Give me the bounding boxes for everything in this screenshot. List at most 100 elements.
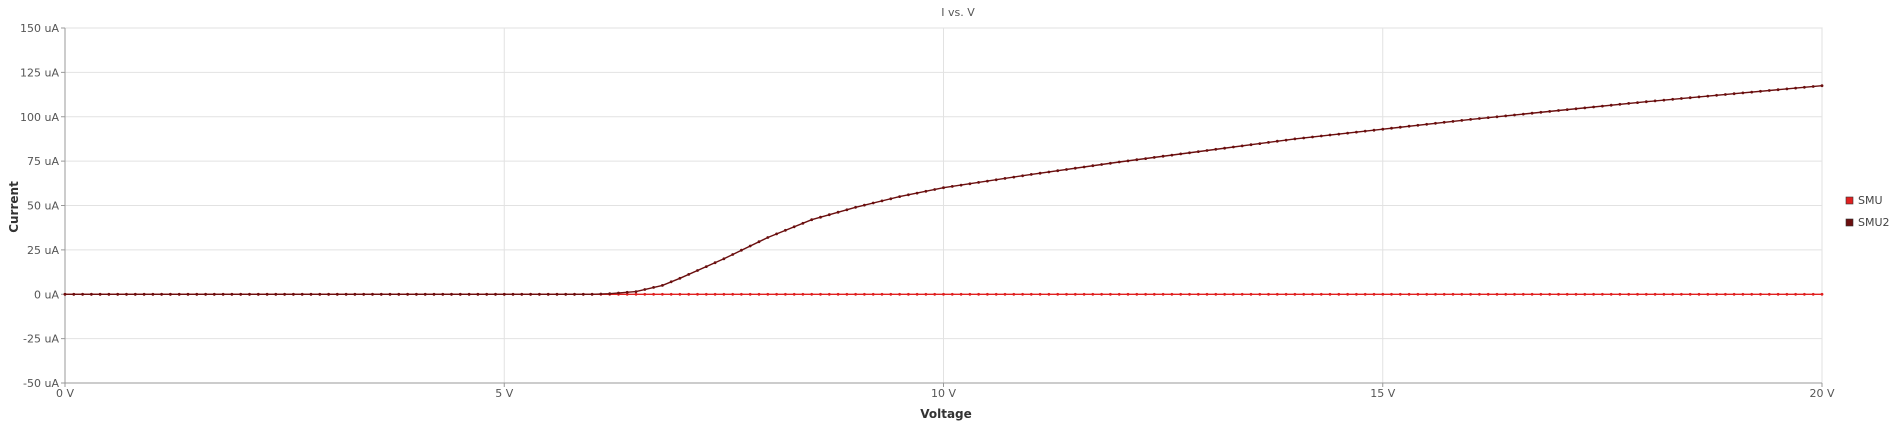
data-point-smu2 [283, 292, 286, 296]
y-axis-title: Current [7, 181, 21, 233]
data-point-smu2 [1636, 101, 1639, 104]
data-point-smu2 [1794, 86, 1797, 90]
chart-title: I vs. V [941, 6, 975, 19]
data-point-smu [1601, 292, 1604, 296]
data-point-smu2 [625, 290, 629, 294]
data-point-smu2 [344, 292, 348, 296]
legend-item-smu: SMU [1845, 194, 1883, 207]
data-point-smu2 [169, 292, 172, 296]
data-point-smu [1003, 292, 1007, 296]
data-point-smu2 [731, 253, 735, 256]
data-point-smu2 [968, 182, 972, 186]
data-point-smu2 [204, 292, 208, 296]
data-point-smu2 [1504, 114, 1508, 118]
data-point-smu2 [1319, 134, 1323, 138]
data-point-smu2 [1732, 92, 1736, 96]
legend-label: SMU [1858, 194, 1883, 207]
data-point-smu2 [98, 292, 102, 296]
data-point-smu [1152, 292, 1156, 296]
data-point-smu2 [1469, 118, 1472, 121]
data-point-smu [1346, 292, 1349, 296]
x-tick-label: 5 V [495, 387, 513, 400]
data-point-smu [1495, 292, 1499, 296]
data-point-smu2 [1381, 127, 1385, 131]
data-point-smu [669, 292, 673, 296]
data-point-smu2 [863, 203, 866, 207]
data-point-smu2 [1267, 141, 1270, 144]
data-point-smu [968, 292, 972, 296]
data-point-smu2 [1680, 97, 1683, 100]
data-point-smu [696, 292, 699, 296]
data-point-smu2 [880, 199, 884, 203]
data-point-smu2 [836, 210, 840, 214]
data-point-smu2 [696, 269, 699, 272]
data-point-smu2 [871, 201, 875, 205]
data-point-smu [1240, 292, 1244, 296]
y-tick-label: -25 uA [23, 333, 59, 346]
data-point-smu2 [1144, 157, 1147, 161]
data-point-smu2 [1284, 138, 1288, 142]
data-point-smu2 [1109, 161, 1112, 165]
data-point-smu2 [335, 292, 339, 296]
data-point-smu2 [1205, 149, 1209, 152]
data-point-smu [1284, 292, 1288, 296]
data-point-smu2 [1521, 112, 1525, 116]
data-point-smu [1337, 292, 1341, 296]
data-point-smu2 [757, 240, 761, 244]
data-point-smu2 [1363, 129, 1367, 133]
data-point-smu [1038, 292, 1042, 296]
data-point-smu2 [116, 292, 120, 296]
data-point-smu [827, 292, 831, 296]
data-point-smu [766, 292, 770, 296]
data-point-smu [775, 292, 778, 296]
y-tick-label: 150 uA [20, 22, 59, 35]
data-point-smu2 [669, 280, 673, 284]
data-point-smu [1047, 292, 1051, 296]
data-point-smu2 [1065, 168, 1068, 171]
data-point-smu [1662, 292, 1666, 296]
data-point-smu [1539, 292, 1543, 296]
data-point-smu [986, 292, 989, 296]
data-point-smu2 [854, 205, 857, 209]
data-point-smu [1644, 292, 1648, 296]
data-point-smu2 [441, 292, 445, 296]
grid-lines [64, 27, 1823, 384]
data-point-smu [652, 292, 655, 296]
data-point-smu2 [994, 178, 998, 182]
data-point-smu2 [1530, 111, 1534, 115]
data-point-smu2 [950, 185, 954, 188]
data-point-smu2 [1759, 89, 1762, 93]
data-point-smu2 [1750, 90, 1754, 94]
data-point-smu2 [1601, 104, 1604, 108]
data-point-smu2 [924, 189, 928, 193]
data-point-smu2 [1592, 105, 1595, 109]
data-point-smu [1328, 292, 1332, 296]
series-layer [63, 84, 1824, 296]
data-point-smu [1574, 292, 1578, 296]
data-point-smu [1223, 292, 1226, 296]
data-point-smu2 [933, 188, 937, 191]
data-point-smu [704, 292, 708, 296]
data-point-smu2 [1126, 159, 1130, 163]
data-point-smu2 [1820, 84, 1824, 88]
data-point-smu [1390, 292, 1393, 296]
data-point-smu2 [212, 292, 216, 296]
data-point-smu2 [1609, 103, 1613, 107]
data-point-smu [1021, 292, 1024, 296]
data-point-smu2 [722, 257, 726, 261]
data-point-smu [880, 292, 884, 296]
data-point-smu2 [845, 208, 849, 212]
data-point-smu [1776, 292, 1780, 296]
x-tick-label: 15 V [1370, 387, 1395, 400]
data-point-smu2 [1029, 173, 1033, 176]
data-point-smu2 [1706, 94, 1710, 98]
data-point-smu2 [977, 181, 980, 184]
data-point-smu2 [81, 292, 84, 296]
data-point-smu [1144, 292, 1147, 296]
data-point-smu [801, 292, 805, 296]
data-point-smu2 [1785, 87, 1789, 91]
data-point-smu [1592, 292, 1595, 296]
data-point-smu [1363, 292, 1367, 296]
data-point-smu2 [652, 286, 655, 289]
data-point-smu [819, 292, 822, 296]
